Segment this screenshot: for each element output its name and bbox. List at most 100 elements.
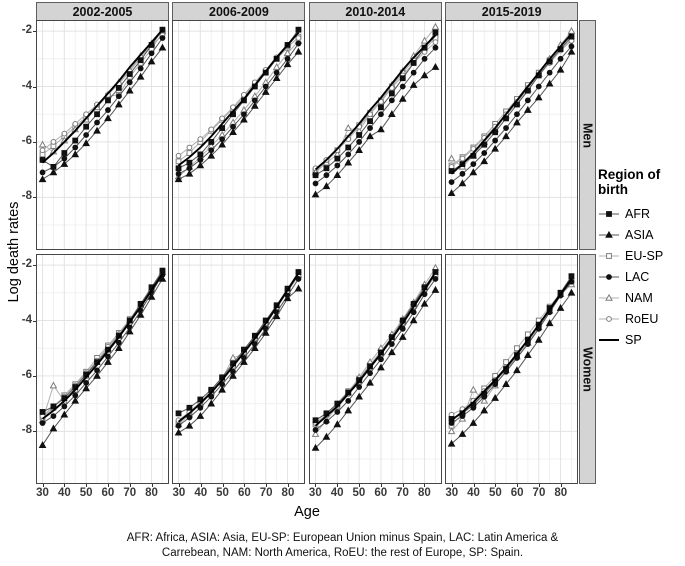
y-tick-mark [33, 197, 36, 199]
y-tick-mark [33, 320, 36, 322]
y-tick-label: -6 [21, 134, 32, 147]
x-tick-label: 50 [216, 487, 229, 499]
legend-key-AFR-icon [599, 210, 619, 217]
facet-panel-women-2006-2009 [172, 254, 306, 484]
facet-panel-women-2015-2019 [445, 254, 579, 484]
series-AFR [176, 26, 302, 172]
x-tick-label: 50 [488, 487, 502, 499]
legend-entry-LAC: LAC [598, 266, 685, 287]
x-tick-label: 70 [123, 487, 137, 499]
y-tick-label: -4 [21, 313, 32, 326]
x-tick-mark [451, 484, 453, 487]
facet-panel-men-2002-2005 [36, 20, 169, 250]
y-tick-mark [33, 431, 36, 433]
legend-entry-NAM: NAM [598, 287, 685, 308]
x-tick-label: 30 [172, 487, 186, 499]
x-tick-mark [64, 484, 66, 487]
legend-label: ASIA [625, 227, 654, 242]
x-tick-label: 60 [101, 487, 115, 499]
legend-label: LAC [625, 269, 650, 284]
y-tick-mark [33, 375, 36, 377]
legend-key-NAM-icon [599, 293, 619, 301]
facet-panel-men-2015-2019 [445, 20, 579, 250]
series-ASIA [38, 274, 167, 449]
x-tick-mark [402, 484, 404, 487]
x-tick-mark [200, 484, 202, 487]
gridlines [308, 20, 442, 250]
series-RoEU [448, 277, 575, 418]
series-ASIA [175, 284, 303, 436]
series-RoEU [176, 35, 302, 159]
series-ASIA [447, 288, 576, 447]
y-axis-title: Log death rates [6, 201, 22, 303]
y-tick-mark [33, 141, 36, 143]
y-tick-label: -8 [21, 424, 32, 437]
facet-strip-women: Women [579, 254, 596, 484]
x-tick-label: 40 [330, 487, 344, 499]
y-tick-label: -6 [21, 368, 32, 381]
x-tick-mark [178, 484, 180, 487]
caption-line2: Carrebean, NAM: North America, RoEU: the… [161, 547, 524, 560]
series-SP [314, 34, 436, 171]
legend-label: NAM [625, 290, 653, 305]
x-tick-mark [473, 484, 475, 487]
series-ASIA [38, 43, 167, 183]
legend-entries: AFR ASIA EU-SP LAC NAM RoEU SP [598, 203, 685, 350]
x-tick-label: 70 [259, 487, 273, 499]
x-tick-label: 80 [145, 487, 158, 499]
legend-entry-RoEU: RoEU [598, 308, 685, 329]
legend-key-EU-SP-icon [599, 252, 619, 259]
series-AFR [448, 273, 575, 422]
series-SP [41, 272, 164, 420]
legend-key-ASIA-icon [599, 230, 619, 238]
gridlines [36, 20, 169, 250]
x-tick-label: 40 [57, 487, 71, 499]
facet-panel-women-2010-2014 [308, 254, 442, 484]
facet-strip-2006-2009: 2006-2009 [172, 2, 306, 21]
y-tick-mark [33, 265, 36, 267]
facet-panel-women-2002-2005 [36, 254, 169, 484]
x-tick-mark [86, 484, 88, 487]
legend-label: EU-SP [625, 248, 664, 263]
series-EU-SP [176, 271, 302, 426]
x-tick-label: 60 [374, 487, 388, 499]
x-tick-mark [266, 484, 268, 487]
gridlines [172, 254, 306, 484]
x-tick-label: 70 [532, 487, 546, 499]
series-LAC [312, 276, 439, 433]
y-tick-label: -2 [21, 24, 32, 37]
x-tick-label: 30 [36, 487, 49, 499]
x-tick-mark [244, 484, 246, 487]
legend-title: Region of birth [598, 167, 661, 197]
series-SP [314, 271, 437, 427]
y-tick-label: -2 [21, 258, 32, 271]
gridlines [445, 20, 579, 250]
series-SP [41, 29, 164, 164]
y-tick-mark [33, 31, 36, 33]
series-EU-SP [39, 269, 166, 421]
legend-entry-EU-SP: EU-SP [598, 245, 685, 266]
x-tick-label: 40 [194, 487, 208, 499]
legend-key-LAC-icon [599, 273, 619, 280]
x-tick-label: 80 [554, 487, 568, 499]
facet-strip-men: Men [579, 20, 596, 250]
x-tick-label: 50 [352, 487, 366, 499]
series-ASIA [175, 47, 303, 183]
series-NAM [447, 26, 576, 170]
x-tick-mark [538, 484, 540, 487]
series-AFR [39, 26, 166, 170]
facet-strip-2010-2014: 2010-2014 [308, 2, 442, 21]
y-tick-label: -8 [21, 190, 32, 203]
series-ASIA [311, 285, 440, 451]
caption: AFR: Africa, ASIA: Asia, EU-SP: European… [0, 531, 685, 561]
legend: Region of birth AFR ASIA EU-SP LAC NAM RoEU SP [598, 167, 685, 350]
legend-key-RoEU-icon [599, 315, 619, 322]
x-tick-label: 50 [79, 487, 93, 499]
gridlines [172, 20, 306, 250]
legend-entry-SP: SP [598, 329, 685, 350]
x-tick-mark [42, 484, 44, 487]
x-tick-mark [129, 484, 131, 487]
x-tick-label: 70 [396, 487, 409, 499]
series-LAC [176, 40, 302, 177]
